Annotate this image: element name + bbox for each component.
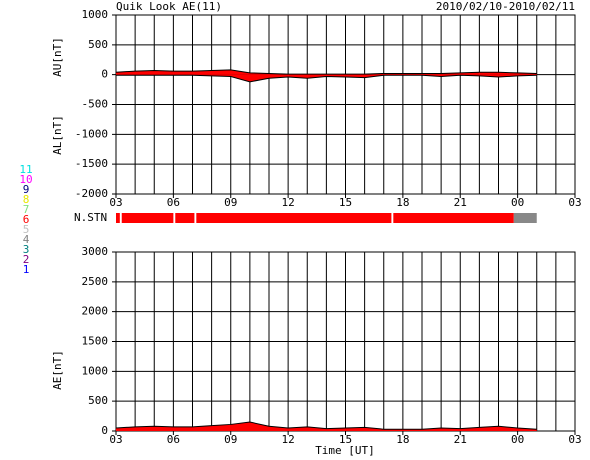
station-legend-label: 6: [23, 213, 30, 226]
x-tick-label: 18: [396, 196, 409, 209]
x-tick-label: 03: [109, 433, 122, 446]
x-tick-label: 09: [224, 196, 237, 209]
nstn-segment: [393, 213, 514, 223]
x-tick-label: 06: [167, 433, 180, 446]
y-tick-label: 500: [88, 394, 108, 407]
y-axis-label: AE[nT]: [51, 350, 64, 390]
station-legend-label: 1: [23, 263, 30, 276]
plot-frame: [115, 14, 576, 195]
area: [116, 69, 537, 75]
line: [115, 421, 537, 430]
station-legend-label: 2: [23, 253, 30, 266]
y-tick-label: -1500: [75, 157, 108, 170]
station-legend-label: 9: [23, 183, 30, 196]
x-tick-label: 00: [511, 433, 524, 446]
nstn-segment: [121, 213, 174, 223]
x-axis-label: Time [UT]: [315, 444, 375, 457]
station-legend-label: 5: [23, 223, 30, 236]
y-tick-label: 0: [101, 68, 108, 81]
y-axis-label: AL[nT]: [51, 115, 64, 155]
x-tick-label: 15: [339, 433, 352, 446]
x-tick-label: 06: [167, 196, 180, 209]
date-range: 2010/02/10-2010/02/11: [436, 0, 575, 13]
y-tick-label: 500: [88, 38, 108, 51]
line: [115, 69, 537, 75]
x-tick-label: 18: [396, 433, 409, 446]
x-tick-label: 03: [568, 433, 581, 446]
y-tick-label: 1000: [82, 364, 109, 377]
x-tick-label: 12: [282, 196, 295, 209]
x-tick-label: 03: [109, 196, 122, 209]
station-legend-label: 11: [19, 163, 32, 176]
y-axis-label: AU[nT]: [51, 37, 64, 77]
y-tick-label: -500: [82, 98, 109, 111]
x-tick-label: 21: [454, 196, 467, 209]
nstn-segment: [116, 213, 120, 223]
station-legend-label: 7: [23, 203, 30, 216]
nstn-segment: [196, 213, 392, 223]
x-tick-label: 15: [339, 196, 352, 209]
y-tick-label: 3000: [82, 245, 109, 258]
station-legend-label: 10: [19, 173, 32, 186]
y-tick-label: 2000: [82, 305, 109, 318]
x-tick-label: 00: [511, 196, 524, 209]
y-tick-label: 0: [101, 424, 108, 437]
y-tick-label: 1500: [82, 335, 109, 348]
nstn-segment: [175, 213, 195, 223]
x-tick-label: 09: [224, 433, 237, 446]
x-tick-label: 03: [568, 196, 581, 209]
y-tick-label: 1000: [82, 8, 109, 21]
station-legend-label: 4: [23, 233, 30, 246]
chart-title: Quik Look AE(11): [116, 0, 222, 13]
station-legend-label: 8: [23, 193, 30, 206]
station-legend-label: 3: [23, 243, 30, 256]
nstn-segment: [513, 213, 537, 223]
y-tick-label: -2000: [75, 187, 108, 200]
x-tick-label: 21: [454, 433, 467, 446]
nstn-label: N.STN: [74, 211, 107, 224]
y-tick-label: -1000: [75, 127, 108, 140]
line: [116, 74, 537, 83]
x-tick-label: 12: [282, 433, 295, 446]
y-tick-label: 2500: [82, 275, 109, 288]
